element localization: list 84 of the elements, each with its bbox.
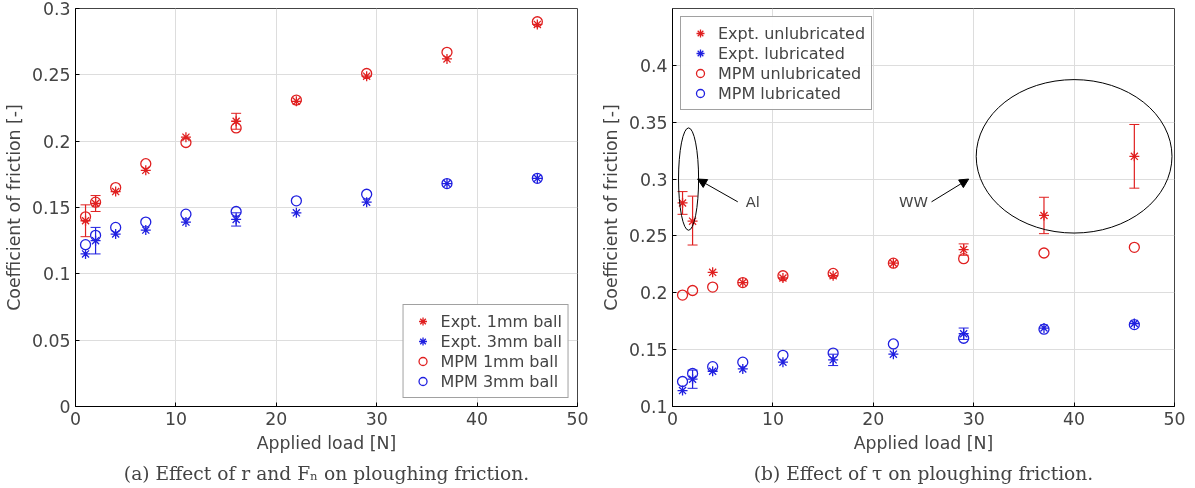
x-tick-label: 50 [1163,408,1186,429]
x-tick-label: 20 [265,408,288,429]
point [887,348,900,360]
point [686,215,699,227]
point [1038,247,1050,259]
point [1038,209,1050,222]
point [707,365,719,377]
point [441,46,453,58]
point [230,122,242,134]
y-tick-label: 0.2 [639,283,668,304]
point [777,356,789,368]
annotation: Al [745,193,760,211]
point [79,239,92,251]
legend-label: MPM 3mm ball [440,371,559,391]
point [180,216,192,228]
y-tick-label: 0.2 [42,131,71,152]
point [777,349,789,361]
y-tick-label: 0.3 [42,0,71,19]
y-tick-label: 0.25 [628,226,668,247]
point [89,229,102,241]
point [230,205,242,218]
point [140,216,152,228]
x-tick-label: 10 [761,408,784,429]
point [361,196,373,208]
point [827,347,839,359]
point [140,164,152,176]
point [89,235,102,247]
point [140,224,152,236]
point [361,188,373,200]
y-axis-title: Coefficient of friction [-] [600,104,621,311]
point [110,181,122,194]
point [110,185,122,198]
legend-label: Expt. unlubricated [718,23,866,43]
point [1128,150,1140,162]
x-tick-label: 40 [466,408,489,429]
legend-label: Expt. lubricated [718,43,845,63]
x-tick-label: 30 [962,408,985,429]
point [686,373,699,385]
y-tick-label: 0.25 [31,65,71,86]
x-axis-title: Applied load [N] [853,432,994,453]
point [887,338,900,350]
x-tick-label: 10 [164,408,187,429]
x-tick-label: 30 [365,408,388,429]
y-tick-label: 0.1 [42,264,71,285]
y-tick-label: 0.15 [628,340,668,361]
annotation: WW [898,193,929,211]
point [707,281,719,293]
legend-label: MPM lubricated [718,83,841,103]
text: (b) Effect of τ on ploughing friction. [753,462,1094,484]
point [441,53,453,65]
x-tick-label: 50 [566,408,589,429]
y-axis-title: Coefficient of friction [-] [3,104,24,311]
point [676,289,689,301]
point [707,266,719,278]
y-tick-label: 0.3 [639,169,668,190]
point [140,158,152,170]
y-tick-label: 0.35 [628,112,668,133]
point [110,228,122,240]
point [110,221,122,234]
point [676,384,689,397]
point [676,197,689,209]
point [737,356,749,368]
point [79,211,92,223]
point [686,367,699,380]
y-tick-label: 0.05 [31,330,71,351]
point [290,207,303,219]
point [180,208,192,220]
legend-label: MPM unlubricated [718,63,862,83]
legend-label: Expt. 1mm ball [440,311,562,331]
point [737,363,749,375]
x-axis-title: Applied load [N] [256,432,397,453]
legend-label: Expt. 3mm ball [440,331,562,351]
legend-label: MPM 1mm ball [440,351,559,371]
point [79,215,92,227]
point [676,375,689,388]
text: (a) Effect of r and Fₙ on ploughing friction. [123,462,530,484]
y-tick-label: 0.1 [639,397,668,417]
point [686,284,699,297]
point [290,195,303,207]
x-tick-label: 20 [862,408,885,429]
y-tick-label: 0.15 [31,198,71,218]
y-tick-label: 0.4 [639,55,668,76]
x-tick-label: 40 [1063,408,1086,429]
point [1128,241,1140,253]
